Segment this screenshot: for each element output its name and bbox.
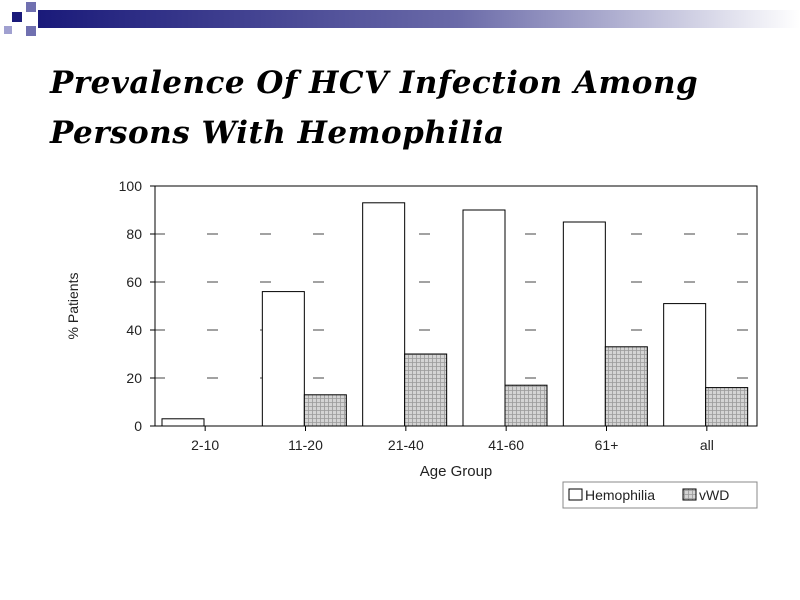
x-tick-label-11-20: 11-20 [288,437,323,453]
header-square-1 [12,12,22,22]
y-tick-label-20: 20 [126,370,142,386]
x-tick-label-61+: 61+ [595,437,619,453]
y-tick-label-40: 40 [126,322,142,338]
plot-frame [154,185,758,427]
y-tick-label-0: 0 [134,418,142,434]
bar-hemophilia-11-20 [261,291,305,427]
slide-title-line-2: Persons With Hemophilia [50,115,505,151]
y-tick-label-100: 100 [119,178,143,194]
header-square-3 [26,26,36,36]
bar-vwd-11-20 [303,394,347,427]
bar-hemophilia-2-10 [161,418,205,427]
x-tick-label-21-40: 21-40 [388,437,424,453]
header-square-4 [4,26,12,34]
legend-swatch-hemophilia [568,488,583,501]
hcv-prevalence-bar-chart: 2-10 11-20 21-40 41-60 61+ all 0 20 40 60 80 100 % … [65,178,758,509]
bar-hemophilia-41-60 [462,209,506,427]
legend-box [562,481,758,509]
y-tick-label-80: 80 [126,226,142,242]
legend-label-hemophilia: Hemophilia [585,487,655,503]
x-axis-label: Age Group [420,463,493,480]
y-tick-label-60: 60 [126,274,142,290]
x-tick-label-all: all [700,437,714,453]
bar-hemophilia-21-40 [362,202,406,427]
bar-vwd-21-40 [404,353,448,427]
bar-hemophilia-all [663,303,707,427]
bar-vwd-all [705,387,749,427]
x-tick-label-2-10: 2-10 [191,437,219,453]
header-square-2 [26,2,36,12]
slide-title-line-1: Prevalence Of HCV Infection Among [50,65,699,101]
slide-header-gradient [4,2,800,36]
bar-vwd-61+ [604,346,648,427]
bar-vwd-41-60 [504,384,548,427]
chart-legend: Hemophilia vWD [562,481,758,509]
y-axis-label: % Patients [65,273,81,340]
slide-title: Prevalence Of HCV Infection Among Person… [50,58,770,158]
legend-swatch-vwd [682,488,697,501]
bar-hemophilia-61+ [562,221,606,427]
legend-label-vwd: vWD [699,487,729,503]
x-tick-label-41-60: 41-60 [488,437,524,453]
